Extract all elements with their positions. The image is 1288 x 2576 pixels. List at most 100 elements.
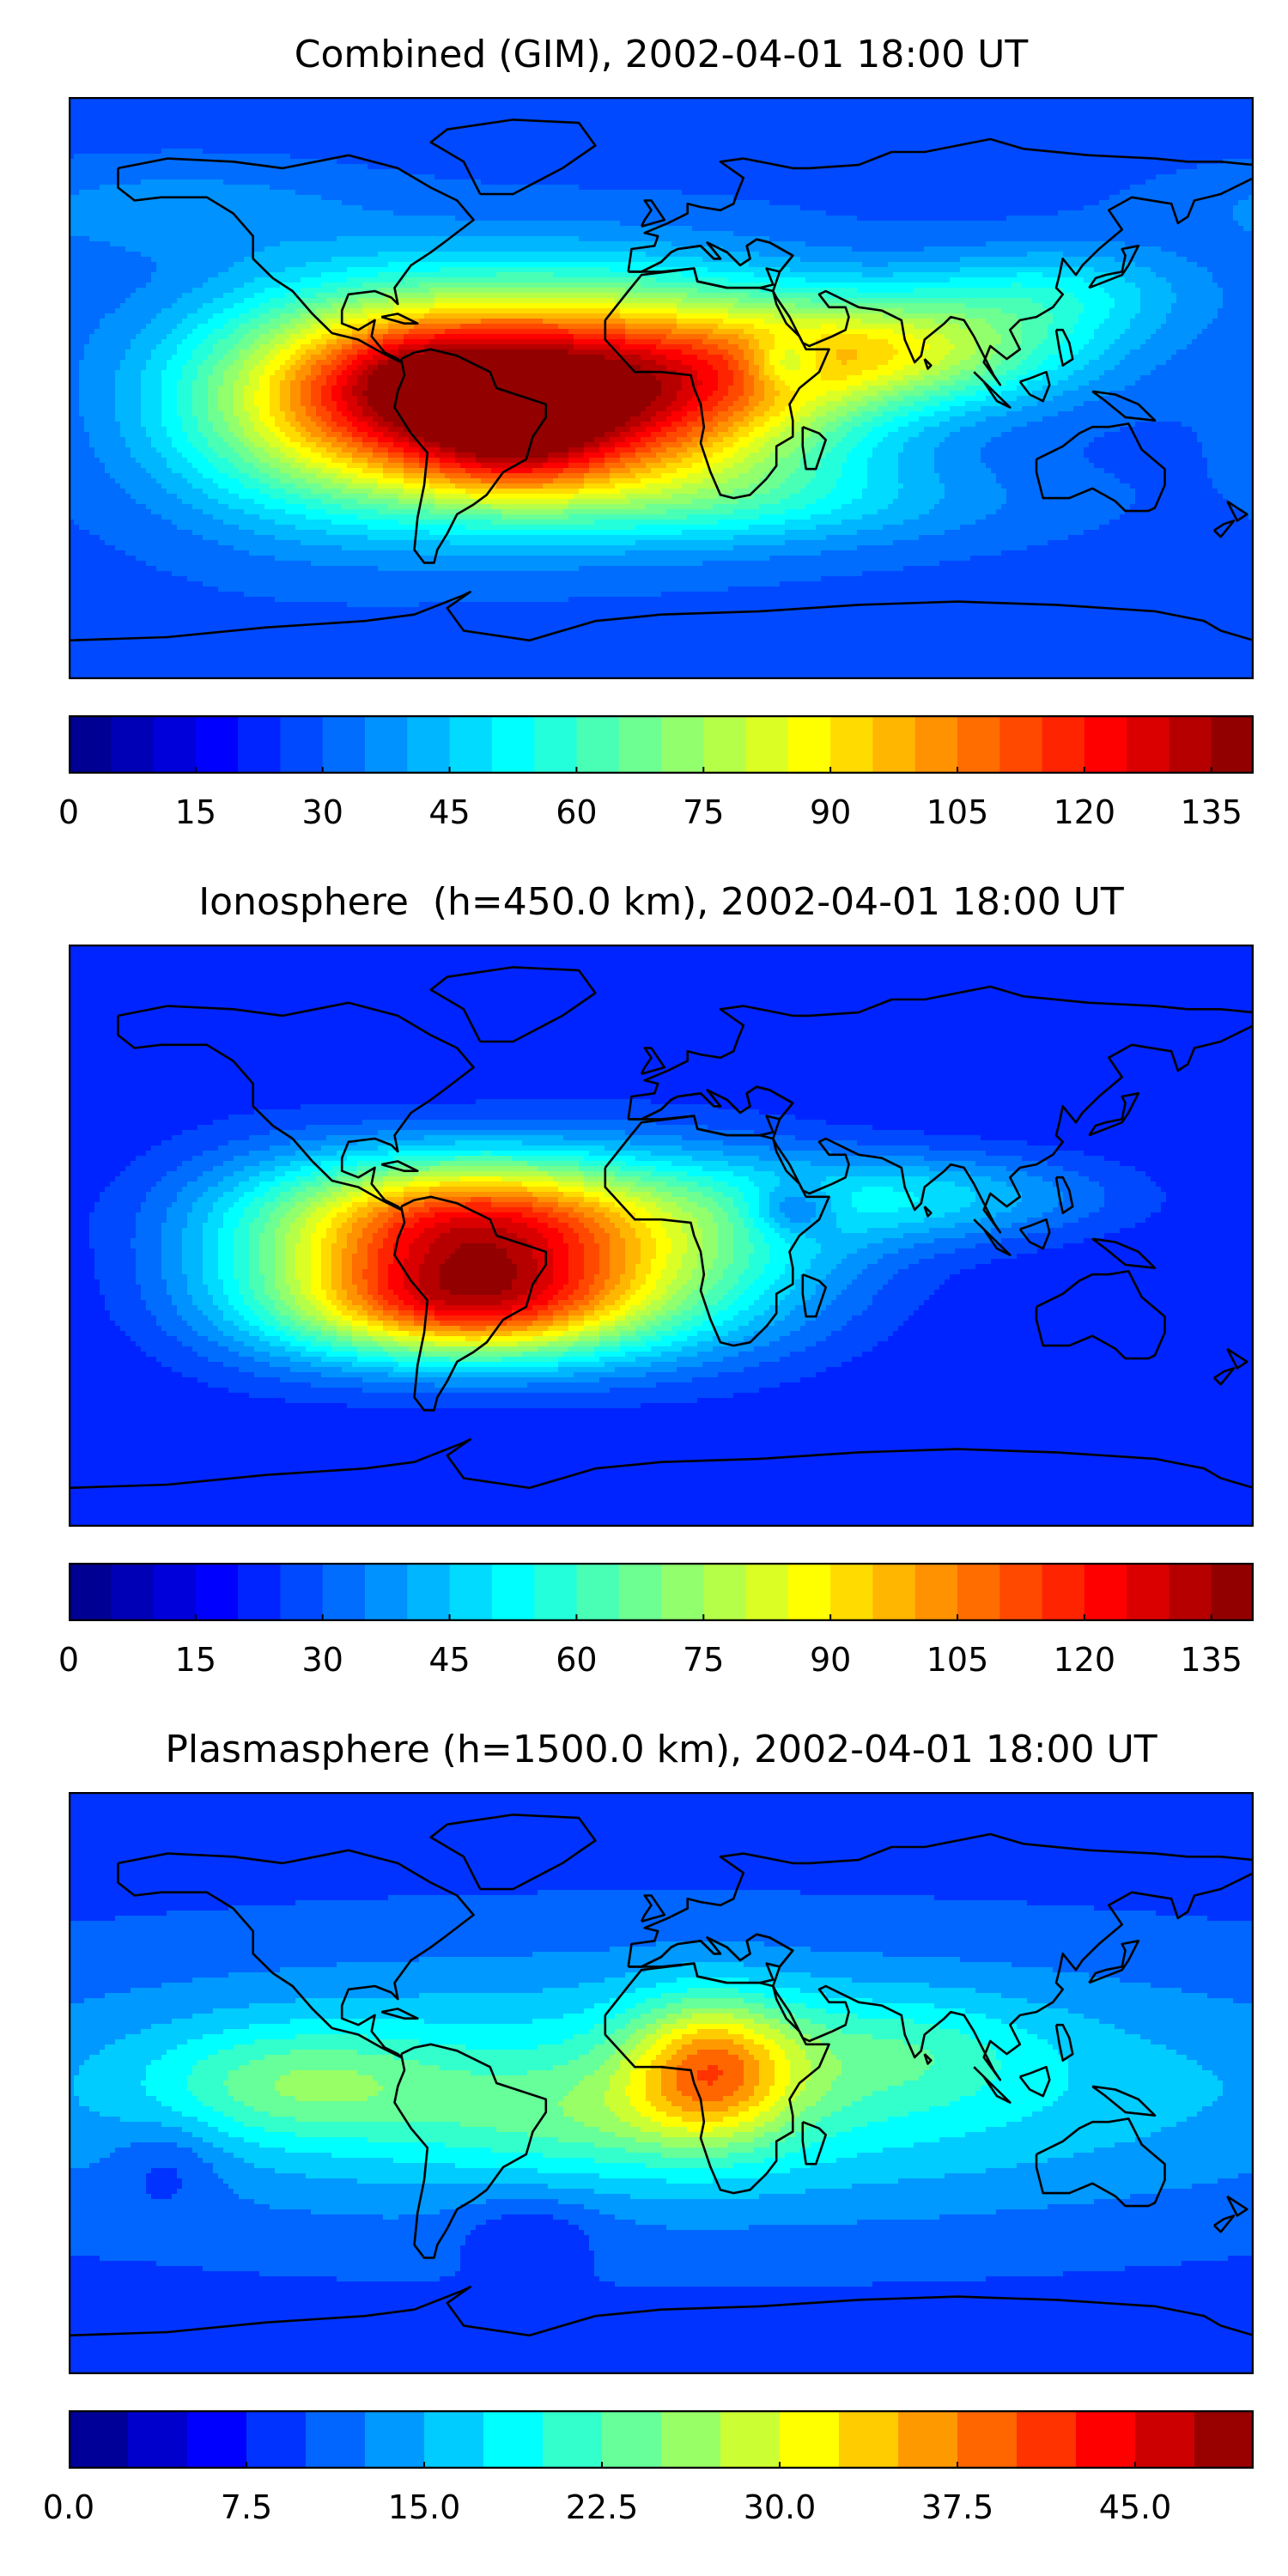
coastline bbox=[1054, 1176, 1074, 1214]
colorbar-level bbox=[534, 1563, 578, 1621]
colorbar-level bbox=[780, 2410, 840, 2469]
coastline bbox=[1091, 2085, 1157, 2117]
colorbar-level bbox=[576, 715, 620, 774]
coastline bbox=[627, 985, 1254, 1234]
coastline bbox=[393, 2043, 548, 2259]
coastline bbox=[117, 1001, 475, 1212]
coastline bbox=[1213, 1367, 1236, 1386]
coastline bbox=[1226, 2195, 1249, 2217]
colorbar-level bbox=[491, 715, 535, 774]
colorbar-tick-label: 105 bbox=[926, 793, 989, 831]
coastlines bbox=[69, 966, 1254, 1490]
colorbar-level bbox=[576, 1563, 620, 1621]
colorbar-level bbox=[1211, 1563, 1254, 1621]
coastline bbox=[1018, 1218, 1051, 1250]
colorbar bbox=[69, 2410, 1254, 2469]
colorbar-level bbox=[1042, 1563, 1085, 1621]
colorbar-tick-label: 135 bbox=[1180, 1641, 1242, 1679]
colorbar-level bbox=[365, 2410, 425, 2469]
colorbar-level bbox=[830, 715, 874, 774]
field-raster bbox=[69, 97, 1254, 679]
colorbar-level bbox=[703, 1563, 747, 1621]
coastline bbox=[380, 2008, 419, 2020]
colorbar-tick-label: 90 bbox=[809, 1641, 852, 1679]
coastline bbox=[69, 590, 1254, 642]
coastline bbox=[1226, 1347, 1249, 1370]
ionosphere-map bbox=[69, 945, 1254, 1527]
colorbar-level bbox=[1211, 715, 1254, 774]
colorbar-level bbox=[618, 715, 662, 774]
coastline bbox=[923, 1206, 933, 1218]
colorbar-tick-label: 22.5 bbox=[565, 2488, 639, 2526]
coastline bbox=[1091, 390, 1157, 422]
colorbar-tick-label: 60 bbox=[556, 793, 598, 831]
colorbar-tick-label: 0 bbox=[58, 1641, 80, 1679]
coastline bbox=[1035, 1270, 1166, 1360]
colorbar-level bbox=[1084, 1563, 1127, 1621]
coastline bbox=[973, 1218, 1012, 1256]
plasmasphere-map bbox=[69, 1792, 1254, 2374]
colorbar-level bbox=[1042, 715, 1085, 774]
colorbar-level bbox=[745, 1563, 789, 1621]
coastline bbox=[429, 118, 597, 196]
coastline bbox=[380, 313, 419, 325]
colorbar-tick-label: 15.0 bbox=[387, 2488, 461, 2526]
colorbar-tick-labels: 0.0 7.5 15.0 22.5 30.0 37.5 45.0 bbox=[43, 2488, 1254, 2531]
colorbar-level bbox=[491, 1563, 535, 1621]
coastline bbox=[393, 348, 548, 564]
colorbar-border bbox=[69, 2410, 1254, 2469]
colorbar-tick-label: 0.0 bbox=[42, 2488, 95, 2526]
colorbar-level bbox=[999, 1563, 1043, 1621]
coastlines bbox=[69, 1814, 1254, 2337]
colorbar-level bbox=[957, 715, 1000, 774]
coastline bbox=[627, 1832, 1254, 2081]
coastline bbox=[640, 1894, 666, 1923]
colorbar-level bbox=[830, 1563, 874, 1621]
colorbar-level bbox=[280, 1563, 324, 1621]
colorbar-level bbox=[195, 715, 239, 774]
coastline bbox=[973, 371, 1012, 409]
colorbar-tick-label: 45 bbox=[428, 1641, 471, 1679]
coastline bbox=[801, 425, 828, 471]
colorbar-tick-label: 135 bbox=[1180, 793, 1242, 831]
colorbar-tick-label: 0 bbox=[58, 793, 80, 831]
colorbar-level bbox=[153, 1563, 197, 1621]
colorbar-level bbox=[195, 1563, 239, 1621]
colorbar-level bbox=[238, 715, 282, 774]
colorbar-tick-label: 45 bbox=[428, 793, 471, 831]
colorbar-tick-label: 105 bbox=[926, 1641, 989, 1679]
colorbar-level bbox=[957, 1563, 1000, 1621]
colorbar-level bbox=[1084, 715, 1127, 774]
colorbar-level bbox=[322, 715, 366, 774]
colorbar-level bbox=[153, 715, 197, 774]
colorbar-level bbox=[322, 1563, 366, 1621]
coastline bbox=[1054, 328, 1074, 367]
coastline bbox=[1226, 500, 1249, 522]
coastline bbox=[1088, 245, 1140, 289]
colorbar-level bbox=[69, 715, 112, 774]
coastline bbox=[923, 2053, 933, 2065]
coastline bbox=[640, 1047, 666, 1075]
coastline bbox=[1088, 1940, 1140, 1984]
colorbar bbox=[69, 1563, 1254, 1621]
coastlines bbox=[69, 118, 1254, 642]
colorbar-level bbox=[839, 2410, 899, 2469]
colorbar-level bbox=[1169, 715, 1212, 774]
colorbar-level bbox=[661, 715, 704, 774]
coastline bbox=[69, 2285, 1254, 2337]
field-raster bbox=[69, 945, 1254, 1527]
coastline bbox=[429, 1814, 597, 1891]
colorbar-level bbox=[661, 2410, 721, 2469]
colorbar-level bbox=[1076, 2410, 1136, 2469]
colorbar-level bbox=[1135, 2410, 1195, 2469]
colorbar bbox=[69, 715, 1254, 774]
coastline bbox=[801, 2120, 828, 2166]
colorbar-level bbox=[914, 715, 958, 774]
colorbar-level bbox=[661, 1563, 704, 1621]
colorbar-tick-label: 37.5 bbox=[920, 2488, 994, 2526]
colorbar-level bbox=[914, 1563, 958, 1621]
colorbar-level bbox=[534, 715, 578, 774]
colorbar-tick-label: 7.5 bbox=[220, 2488, 273, 2526]
colorbar-level bbox=[424, 2410, 484, 2469]
colorbar-level bbox=[1017, 2410, 1077, 2469]
